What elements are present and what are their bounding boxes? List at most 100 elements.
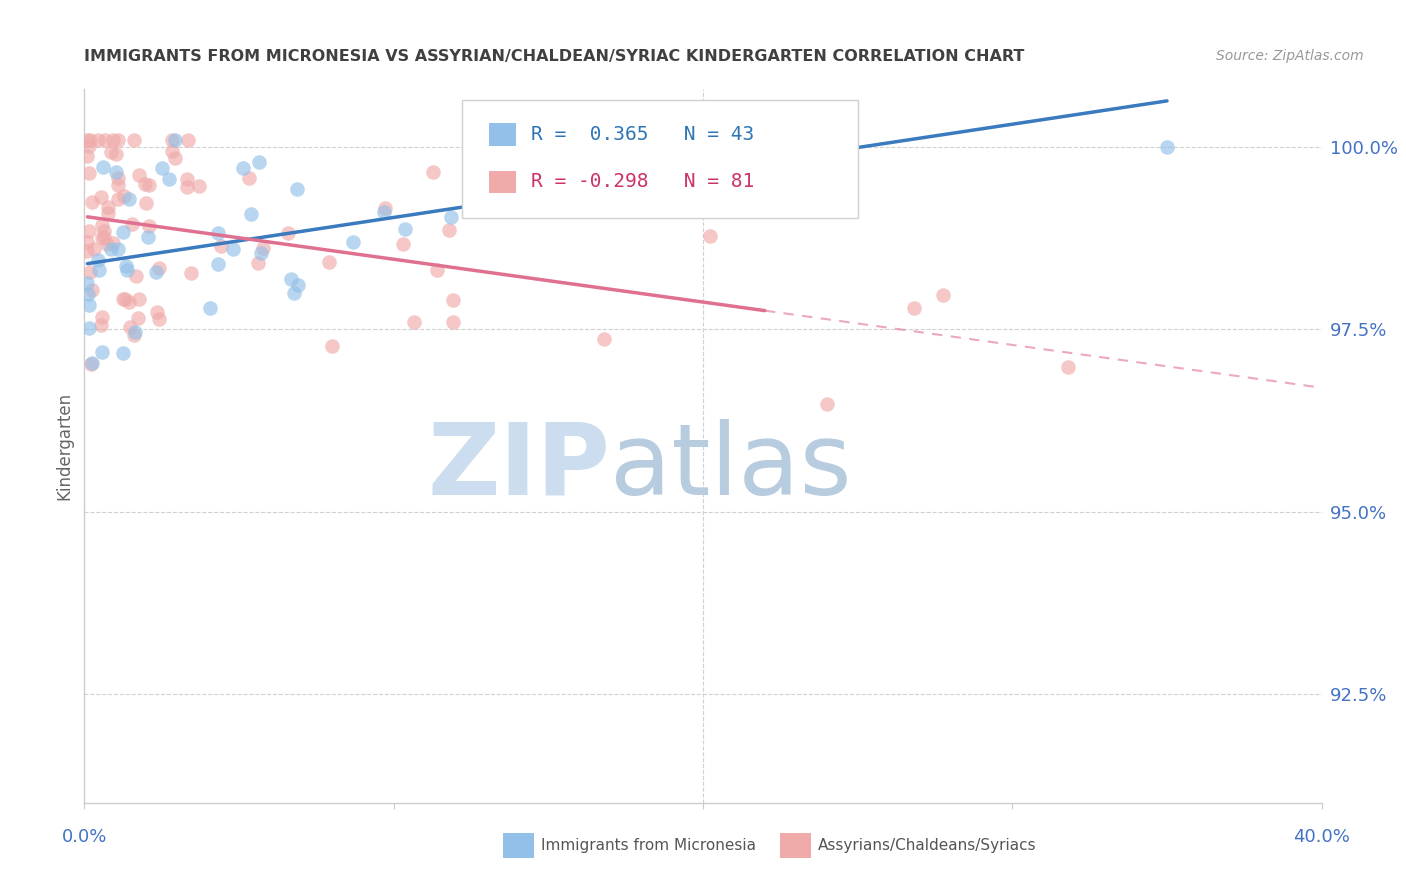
Point <box>93 230 115 244</box>
Point <box>117 192 139 206</box>
Point <box>157 172 180 186</box>
Point <box>516 169 538 184</box>
Point <box>120 320 142 334</box>
Point <box>163 133 186 147</box>
Point <box>699 229 721 244</box>
Point <box>318 255 340 269</box>
Point <box>187 179 209 194</box>
Point <box>247 155 270 169</box>
Point <box>568 133 591 147</box>
Point <box>321 339 343 353</box>
Point <box>87 133 110 147</box>
Point <box>277 226 299 240</box>
Point <box>246 256 269 270</box>
Point <box>127 311 149 326</box>
Point <box>162 133 184 147</box>
Point <box>128 292 150 306</box>
Point <box>100 242 122 256</box>
Point <box>77 321 100 335</box>
Point <box>100 145 122 159</box>
FancyBboxPatch shape <box>489 170 516 194</box>
Point <box>165 151 187 165</box>
Point <box>250 246 273 260</box>
Point <box>238 170 260 185</box>
Text: ZIP: ZIP <box>427 419 610 516</box>
Point <box>145 265 167 279</box>
Text: R =  0.365   N = 43: R = 0.365 N = 43 <box>531 125 754 144</box>
Point <box>96 237 118 252</box>
FancyBboxPatch shape <box>489 123 516 145</box>
Point <box>437 223 460 237</box>
Point <box>207 257 229 271</box>
Point <box>176 171 198 186</box>
Text: Source: ZipAtlas.com: Source: ZipAtlas.com <box>1216 49 1364 63</box>
Point <box>1057 360 1080 375</box>
Text: IMMIGRANTS FROM MICRONESIA VS ASSYRIAN/CHALDEAN/SYRIAC KINDERGARTEN CORRELATION : IMMIGRANTS FROM MICRONESIA VS ASSYRIAN/C… <box>84 49 1025 64</box>
Point <box>79 224 101 238</box>
Point <box>76 149 98 163</box>
Point <box>107 178 129 192</box>
Point <box>1156 140 1178 154</box>
Point <box>90 318 112 333</box>
Point <box>90 344 112 359</box>
Point <box>91 310 114 325</box>
Point <box>394 221 416 235</box>
Text: R = -0.298   N = 81: R = -0.298 N = 81 <box>531 172 754 192</box>
Point <box>209 239 232 253</box>
Point <box>232 161 254 175</box>
Point <box>82 283 104 297</box>
Point <box>283 285 305 300</box>
Point <box>373 205 395 219</box>
Point <box>112 189 135 203</box>
Point <box>103 133 125 147</box>
Point <box>91 218 114 232</box>
Point <box>76 133 98 147</box>
Y-axis label: Kindergarten: Kindergarten <box>55 392 73 500</box>
Point <box>107 133 129 147</box>
Point <box>474 156 496 170</box>
Point <box>90 231 112 245</box>
Point <box>441 315 464 329</box>
Point <box>148 261 170 276</box>
Point <box>90 189 112 203</box>
Point <box>176 179 198 194</box>
Text: 0.0%: 0.0% <box>62 828 107 846</box>
Point <box>107 192 129 206</box>
Point <box>122 133 145 147</box>
Point <box>150 161 173 175</box>
Text: Immigrants from Micronesia: Immigrants from Micronesia <box>541 838 756 853</box>
Text: 40.0%: 40.0% <box>1294 828 1350 846</box>
Point <box>145 305 167 319</box>
Point <box>77 298 100 312</box>
Point <box>97 206 120 220</box>
Point <box>105 147 128 161</box>
Point <box>105 165 128 179</box>
Point <box>135 196 157 211</box>
Point <box>91 160 114 174</box>
Point <box>138 178 160 192</box>
Point <box>932 288 955 302</box>
Point <box>815 397 838 411</box>
Point <box>148 312 170 326</box>
Point <box>82 194 104 209</box>
Point <box>79 265 101 279</box>
Point <box>374 201 396 215</box>
Point <box>177 133 200 147</box>
Point <box>207 226 229 240</box>
Point <box>136 230 159 244</box>
Point <box>76 276 98 290</box>
Text: Assyrians/Chaldeans/Syriacs: Assyrians/Chaldeans/Syriacs <box>818 838 1036 853</box>
Point <box>252 241 274 255</box>
Point <box>82 356 104 370</box>
Point <box>112 225 135 239</box>
Point <box>160 144 183 158</box>
Point <box>287 278 309 293</box>
Point <box>138 219 160 233</box>
Point <box>128 169 150 183</box>
Point <box>440 211 463 225</box>
Point <box>592 333 614 347</box>
Point <box>112 292 135 306</box>
Point <box>76 244 98 259</box>
Point <box>285 182 308 196</box>
Point <box>404 315 426 329</box>
